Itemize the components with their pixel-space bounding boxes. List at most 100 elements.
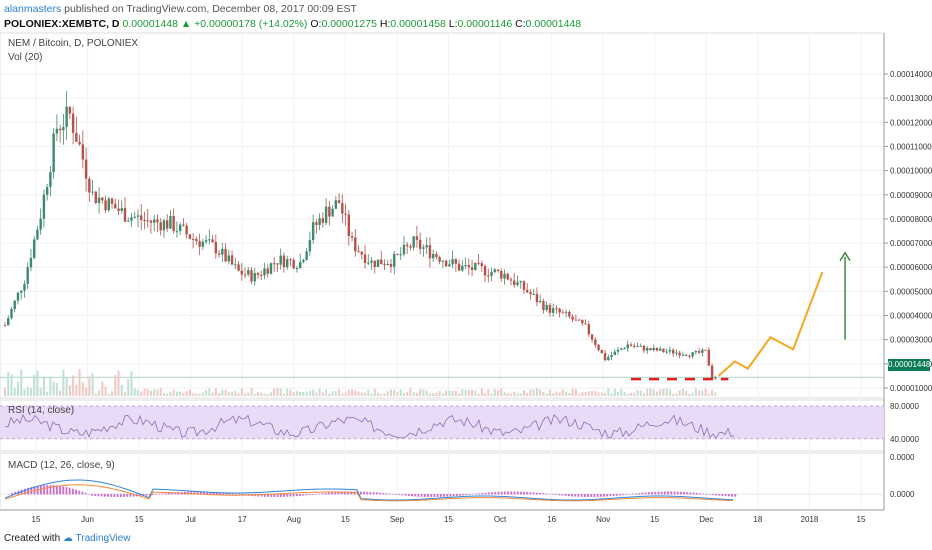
- author-link[interactable]: alanmasters: [4, 3, 62, 15]
- macd-histogram-bar: [238, 494, 241, 495]
- candle-body: [182, 224, 185, 226]
- volume-label: Vol (20): [8, 52, 43, 63]
- macd-histogram-bar: [212, 492, 215, 495]
- candle-body: [574, 319, 578, 321]
- volume-bar: [642, 393, 645, 396]
- macd-histogram-bar: [340, 491, 343, 495]
- volume-bar: [256, 392, 259, 396]
- candle-body: [32, 239, 36, 258]
- macd-histogram-bar: [641, 492, 644, 495]
- candle-body: [483, 265, 487, 276]
- macd-histogram-bar: [235, 493, 237, 495]
- candle-body: [487, 275, 490, 277]
- volume-bar: [208, 388, 211, 396]
- volume-bar: [574, 389, 577, 396]
- candle-body: [470, 267, 474, 270]
- macd-histogram-bar: [107, 494, 109, 497]
- x-tick-label: 15: [444, 515, 453, 524]
- candle-body: [55, 128, 59, 134]
- volume-bar: [192, 393, 195, 396]
- macd-histogram-bar: [424, 494, 426, 497]
- macd-histogram-bar: [433, 494, 436, 497]
- macd-histogram-bar: [616, 494, 618, 496]
- candle-body: [480, 263, 484, 266]
- volume-bar: [143, 388, 146, 396]
- candle-body: [564, 311, 568, 313]
- macd-histogram-bar: [692, 492, 695, 495]
- volume-bar: [68, 385, 71, 396]
- rsi-band: [0, 406, 884, 439]
- macd-histogram-bar: [129, 494, 132, 497]
- macd-histogram-bar: [328, 492, 330, 495]
- x-tick-label: 17: [238, 515, 247, 524]
- candle-body: [120, 208, 123, 211]
- volume-bar: [506, 392, 509, 396]
- volume-bar: [668, 389, 671, 396]
- volume-bar: [185, 390, 188, 396]
- macd-histogram-bar: [590, 494, 593, 497]
- tradingview-link[interactable]: TradingView: [75, 533, 131, 544]
- volume-bar: [477, 393, 480, 396]
- candle-body: [94, 191, 98, 204]
- macd-histogram-bar: [46, 485, 49, 495]
- macd-histogram-bar: [276, 494, 279, 497]
- volume-bar: [334, 391, 337, 396]
- candle-body: [165, 220, 169, 229]
- candle-body: [3, 325, 7, 327]
- volume-bar: [500, 388, 503, 396]
- macd-histogram-bar: [676, 491, 679, 495]
- volume-bar: [665, 388, 668, 396]
- candle-body: [217, 253, 221, 255]
- candle-body: [253, 273, 256, 282]
- macd-histogram-bar: [468, 494, 471, 495]
- candle-body: [75, 132, 78, 142]
- volume-bar: [201, 392, 204, 396]
- volume-bar: [607, 388, 610, 396]
- y-tick-label: 0.00012000: [890, 118, 932, 127]
- macd-histogram-bar: [116, 494, 119, 497]
- volume-bar: [179, 391, 182, 396]
- macd-histogram-bar: [510, 491, 513, 495]
- volume-bar: [318, 388, 321, 396]
- candle-body: [597, 344, 600, 351]
- volume-bar: [338, 389, 341, 396]
- macd-histogram-bar: [72, 488, 74, 495]
- projection-line: [717, 271, 824, 377]
- volume-bar: [432, 393, 435, 396]
- macd-histogram-bar: [84, 492, 87, 495]
- candle-body: [292, 260, 295, 269]
- volume-bar: [464, 390, 467, 396]
- macd-histogram-bar: [40, 485, 42, 495]
- candle-body: [519, 281, 522, 283]
- macd-histogram-bar: [382, 492, 385, 495]
- candle-body: [143, 219, 146, 221]
- candle-body: [341, 203, 344, 214]
- close-value: 0.00001448: [525, 18, 582, 30]
- macd-histogram-bar: [600, 494, 602, 497]
- macd-histogram-bar: [363, 491, 365, 495]
- change-value: +0.00000178 (+14.02%): [194, 18, 308, 30]
- candle-body: [49, 172, 52, 187]
- macd-histogram-bar: [241, 494, 244, 496]
- volume-bar: [503, 391, 506, 396]
- volume-bar: [59, 390, 62, 396]
- y-tick-label: 0.00004000: [890, 312, 932, 321]
- volume-bar: [124, 392, 127, 396]
- volume-bar: [20, 369, 23, 396]
- macd-histogram-bar: [555, 494, 557, 496]
- candle-body: [23, 283, 26, 291]
- volume-bar: [396, 392, 399, 396]
- candle-body: [545, 304, 548, 311]
- macd-histogram-bar: [635, 493, 637, 495]
- candle-body: [707, 349, 711, 366]
- candle-body: [178, 224, 182, 232]
- macd-histogram-bar: [385, 493, 388, 495]
- volume-bar: [263, 393, 266, 396]
- volume-bar: [224, 389, 227, 396]
- volume-bar: [587, 391, 590, 396]
- volume-bar: [571, 388, 574, 396]
- candle-body: [331, 208, 334, 217]
- x-tick-label: 2018: [801, 515, 819, 524]
- candle-body: [350, 236, 354, 238]
